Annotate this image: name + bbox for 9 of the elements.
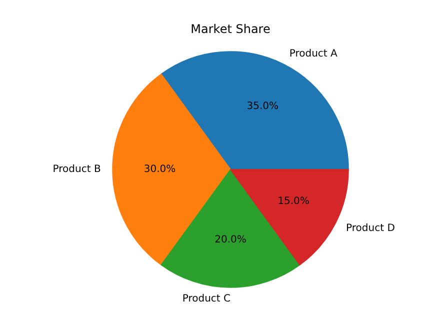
data-label: 20.0% [214,234,246,246]
data-label: 15.0% [278,196,310,208]
slice-label: Product C [182,294,231,305]
slice-label: Product B [52,164,101,175]
data-label: 30.0% [144,164,176,175]
data-label: 35.0% [246,100,279,112]
chart-title: Market Share [190,22,270,36]
slice-label: Product D [346,222,396,234]
slice-label: Product A [289,48,338,60]
